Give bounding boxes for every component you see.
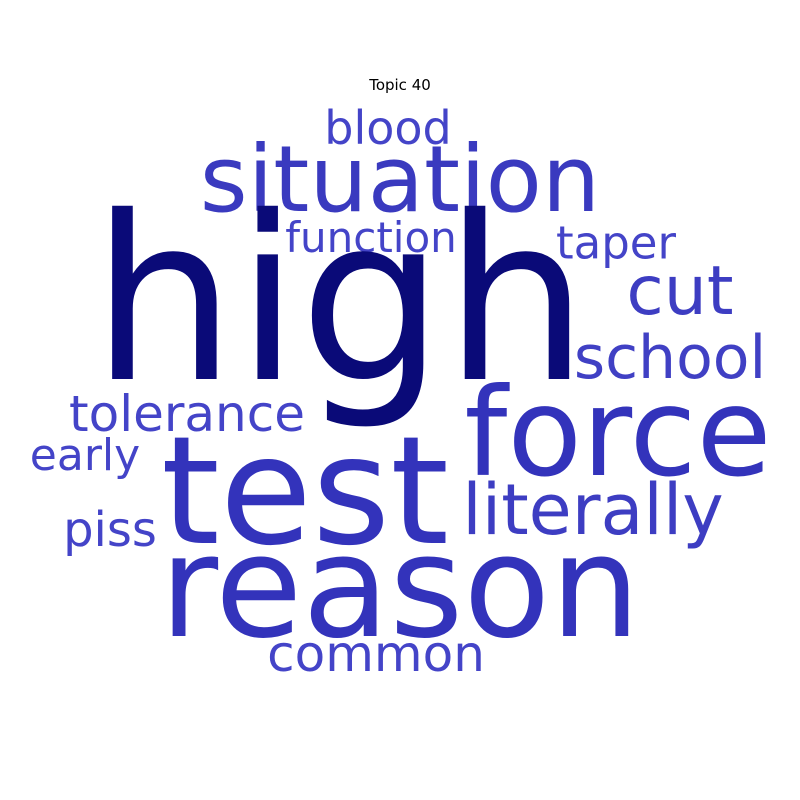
word-situation: situation: [199, 126, 601, 233]
word-piss: piss: [63, 502, 157, 558]
word-function: function: [285, 213, 457, 262]
word-cut: cut: [626, 252, 734, 331]
word-school: school: [573, 323, 767, 393]
word-common: common: [267, 625, 485, 683]
word-literally: literally: [462, 469, 724, 551]
word-taper: taper: [556, 216, 676, 270]
word-reason: reason: [159, 505, 641, 670]
word-force: force: [464, 362, 772, 504]
word-blood: blood: [324, 101, 452, 155]
word-high: high: [91, 167, 589, 433]
word-test: test: [160, 405, 450, 579]
chart-title: Topic 40: [369, 76, 431, 94]
word-tolerance: tolerance: [69, 385, 305, 443]
word-early: early: [29, 430, 141, 481]
